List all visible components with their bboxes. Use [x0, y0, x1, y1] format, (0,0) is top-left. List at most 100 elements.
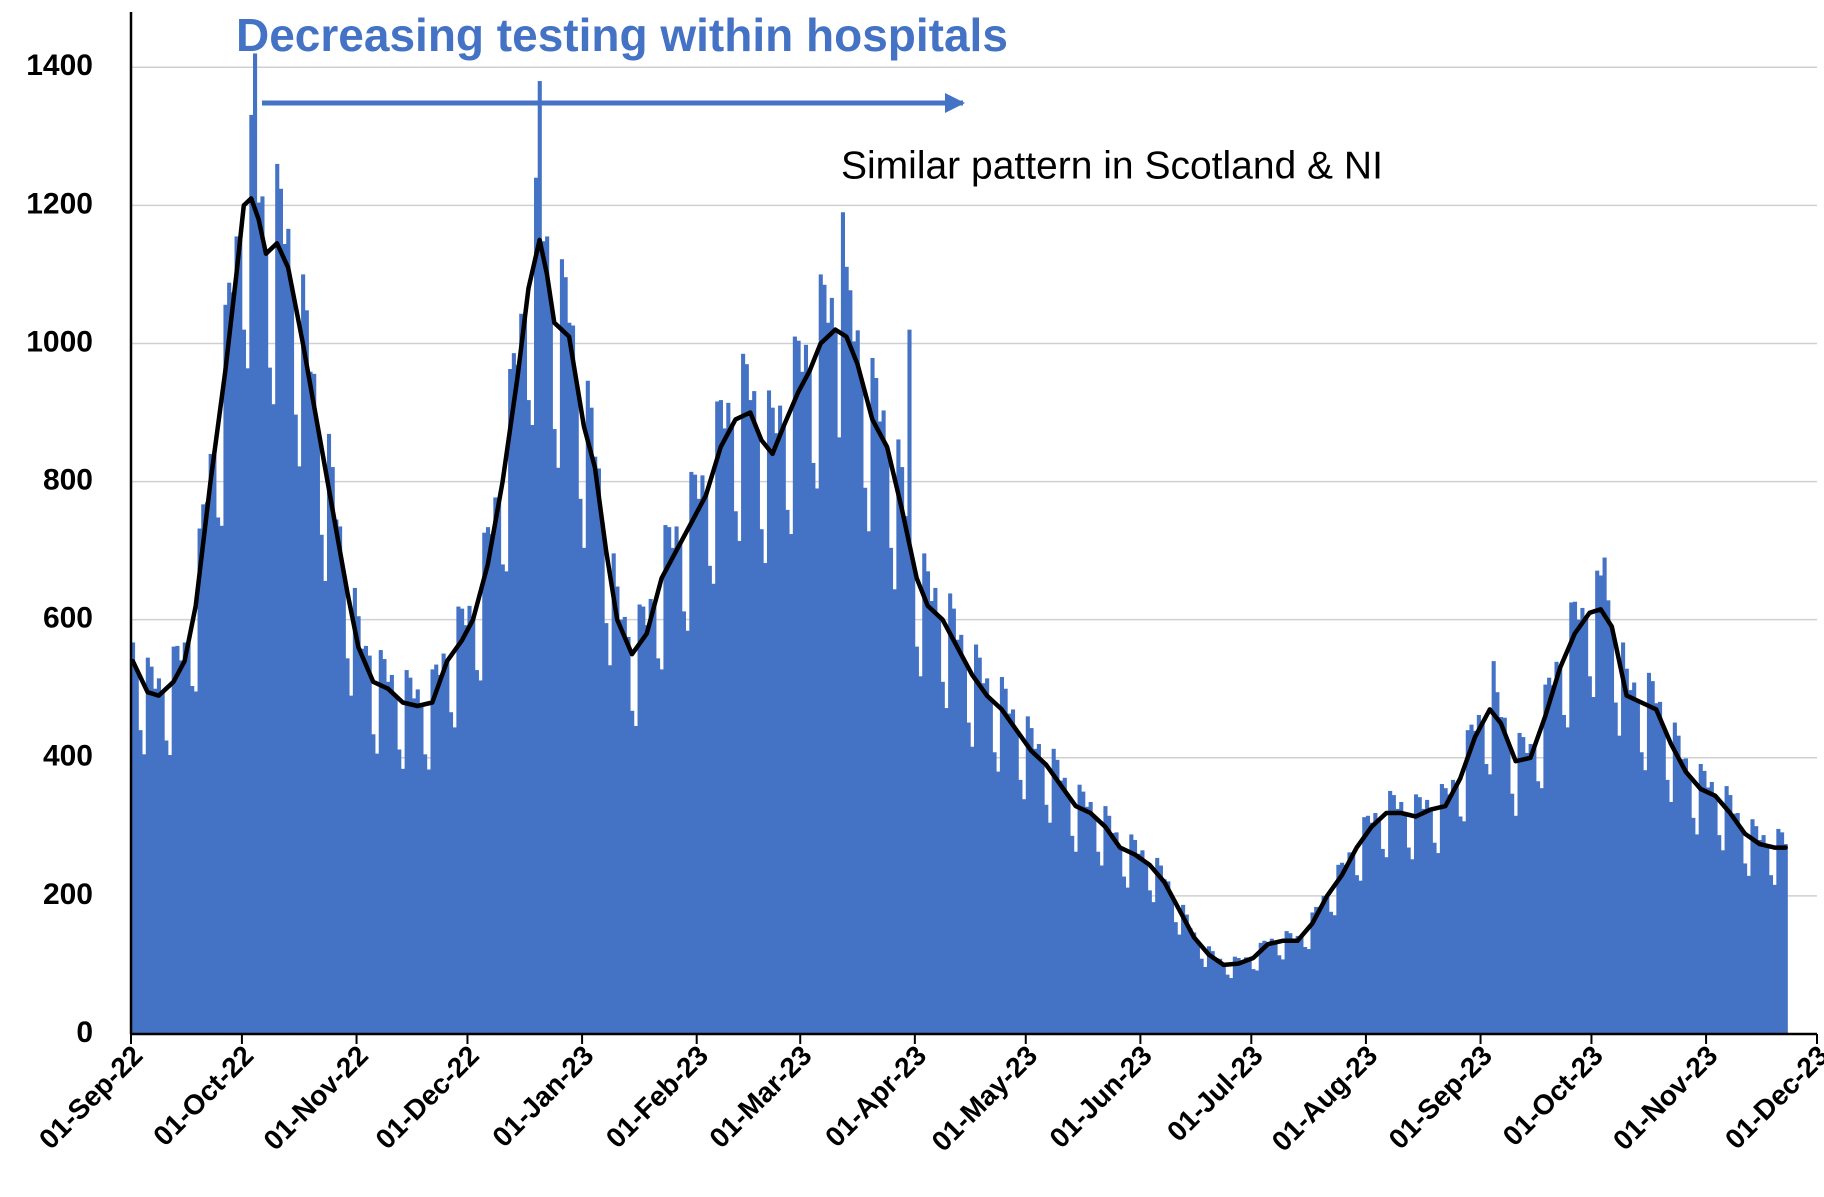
bar: [1351, 854, 1356, 1034]
bar: [685, 630, 690, 1034]
bar: [715, 401, 720, 1035]
bar: [1528, 743, 1533, 1034]
bar: [1347, 852, 1352, 1034]
bar: [1698, 763, 1703, 1034]
bar: [293, 414, 298, 1034]
bar: [1325, 895, 1330, 1034]
bar: [1554, 661, 1559, 1034]
bar: [1469, 724, 1474, 1034]
bar: [981, 683, 986, 1034]
bar: [1062, 777, 1067, 1034]
bar: [452, 727, 457, 1034]
bar: [186, 642, 191, 1034]
bar: [1584, 617, 1589, 1034]
bar: [400, 768, 406, 1034]
bar: [301, 274, 306, 1034]
bar: [1099, 865, 1104, 1034]
bar: [1369, 822, 1374, 1034]
bar: [493, 497, 498, 1034]
bar: [219, 525, 224, 1034]
bar: [1402, 813, 1407, 1034]
bar: [1743, 863, 1748, 1034]
bar: [1110, 833, 1115, 1034]
bar: [1484, 763, 1489, 1034]
bar: [933, 587, 938, 1034]
bar: [874, 377, 879, 1035]
bar: [789, 534, 794, 1034]
bar: [201, 504, 206, 1034]
bar: [944, 708, 949, 1034]
bar: [278, 188, 283, 1034]
bar: [574, 381, 579, 1034]
bar: [1229, 978, 1234, 1034]
bar: [718, 400, 723, 1035]
bar: [722, 428, 727, 1034]
bar: [1262, 940, 1267, 1034]
bar: [707, 565, 712, 1034]
bar: [1709, 781, 1714, 1034]
bar: [763, 563, 768, 1034]
bar: [766, 390, 772, 1034]
bar: [175, 645, 180, 1034]
bar: [415, 689, 420, 1034]
bar: [1218, 958, 1223, 1034]
lines: [130, 196, 1788, 968]
bar: [1184, 914, 1189, 1034]
bars: [131, 53, 1788, 1035]
bar: [840, 212, 845, 1034]
bar: [478, 680, 483, 1034]
bar: [999, 676, 1004, 1034]
bar: [1476, 714, 1481, 1034]
bar: [241, 329, 247, 1034]
x-tick-label: 01-Dec-23: [1719, 1040, 1824, 1155]
bar: [918, 676, 923, 1034]
bar: [1214, 958, 1219, 1034]
bar: [426, 769, 431, 1034]
bar: [622, 616, 627, 1034]
bar: [1240, 960, 1245, 1034]
bar: [567, 322, 572, 1034]
bar: [1388, 790, 1393, 1034]
bar: [770, 407, 775, 1035]
bar: [1746, 875, 1751, 1034]
bar: [216, 517, 221, 1034]
bar: [615, 586, 620, 1034]
bar: [737, 540, 742, 1034]
x-tick-label: 01-Nov-22: [257, 1040, 374, 1157]
bar: [1291, 938, 1297, 1034]
bar: [1417, 797, 1422, 1034]
bar: [312, 373, 317, 1034]
bar: [1683, 758, 1688, 1034]
bar: [1462, 821, 1467, 1034]
bar: [1155, 857, 1160, 1034]
bar: [922, 553, 927, 1034]
bar: [1380, 848, 1385, 1034]
bar: [253, 53, 258, 1034]
bar: [349, 695, 354, 1034]
bar: [1162, 879, 1167, 1034]
bar: [182, 642, 187, 1034]
bar: [1206, 946, 1212, 1034]
y-tick-label: 200: [43, 878, 93, 911]
bar: [700, 475, 705, 1035]
bar: [1340, 862, 1345, 1034]
bar: [1587, 676, 1592, 1034]
bar: [1336, 864, 1341, 1034]
bar: [197, 528, 202, 1034]
bar: [1033, 748, 1038, 1034]
bar: [1022, 799, 1027, 1034]
y-tick-label: 0: [76, 1016, 93, 1049]
bar: [1147, 890, 1152, 1034]
bar: [1691, 817, 1696, 1034]
bar: [319, 534, 324, 1034]
bar: [818, 274, 823, 1034]
bar: [1576, 619, 1581, 1034]
bar: [522, 317, 528, 1035]
bar: [1499, 717, 1504, 1034]
x-tick-label: 01-Apr-23: [819, 1040, 932, 1153]
bar: [1765, 845, 1770, 1034]
bar: [877, 421, 882, 1034]
bar: [142, 754, 147, 1034]
bar: [1480, 723, 1485, 1034]
bar: [866, 531, 871, 1034]
